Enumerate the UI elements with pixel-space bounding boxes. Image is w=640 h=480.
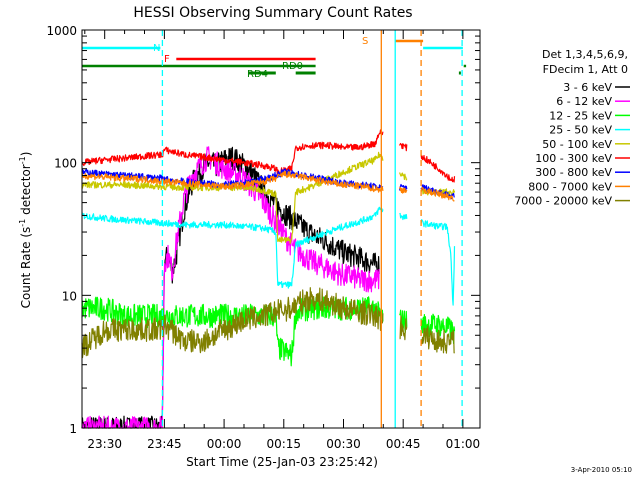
series-line-5 [81, 129, 456, 183]
x-tick-label: 00:45 [386, 437, 421, 451]
legend-label: 6 - 12 keV [556, 95, 612, 108]
series-layer [81, 129, 456, 429]
flag-label-rd4: RD4 [247, 69, 268, 80]
legend-header: Det 1,3,4,5,6,9, [542, 48, 628, 61]
series-line-7 [81, 170, 455, 202]
legend-header: FDecim 1, Att 0 [543, 63, 628, 76]
legend-label: 7000 - 20000 keV [514, 195, 612, 208]
y-tick-label: 1 [69, 422, 77, 436]
x-tick-label: 01:00 [446, 437, 481, 451]
legend-label: 25 - 50 keV [549, 124, 612, 137]
series-line-3 [81, 206, 456, 306]
series-line-8 [81, 287, 455, 359]
legend-label: 300 - 800 keV [535, 166, 612, 179]
plot-frame [81, 29, 481, 429]
marker-lines [161, 30, 463, 428]
y-tick-label: 100 [54, 157, 77, 171]
footer-timestamp: 3-Apr-2010 05:10 [571, 466, 632, 474]
x-axis-label: Start Time (25-Jan-03 23:25:42) [186, 455, 378, 469]
y-label-sup: -1 [18, 156, 27, 164]
series-line-1 [81, 146, 380, 429]
y-label-part: detector [19, 164, 33, 219]
x-tick-label: 23:45 [147, 437, 182, 451]
x-tick-label: 00:00 [207, 437, 242, 451]
flag-label-rd0: RD0 [282, 61, 303, 72]
legend: Det 1,3,4,5,6,9, FDecim 1, Att 0 3 - 6 k… [514, 48, 630, 208]
y-axis-label: Count Rate (s-1 detector-1) [18, 152, 33, 309]
flag-bars: NF S RD0 RD4 [82, 36, 467, 80]
flag-label-f: F [164, 54, 170, 65]
y-label-part: Count Rate (s [19, 227, 33, 309]
legend-label: 50 - 100 keV [542, 138, 612, 151]
x-tick-label: 23:30 [87, 437, 122, 451]
y-tick-label: 10 [62, 289, 77, 303]
y-label-sup: -1 [18, 219, 27, 227]
y-tick-label: 1000 [46, 24, 77, 38]
chart-title: HESSI Observing Summary Count Rates [133, 5, 412, 21]
legend-label: 3 - 6 keV [563, 81, 612, 94]
legend-label: 12 - 25 keV [549, 109, 612, 122]
flag-label-n: N [153, 43, 160, 54]
flag-label-s: S [362, 36, 368, 47]
x-tick-label: 00:15 [266, 437, 301, 451]
legend-label: 800 - 7000 keV [528, 180, 612, 193]
axis-ticks: 23:30 23:45 00:00 00:15 00:30 00:45 01:00 1 10 10… [46, 24, 480, 451]
y-label-part: ) [19, 152, 33, 157]
legend-label: 100 - 300 keV [535, 152, 612, 165]
x-tick-label: 00:30 [326, 437, 361, 451]
